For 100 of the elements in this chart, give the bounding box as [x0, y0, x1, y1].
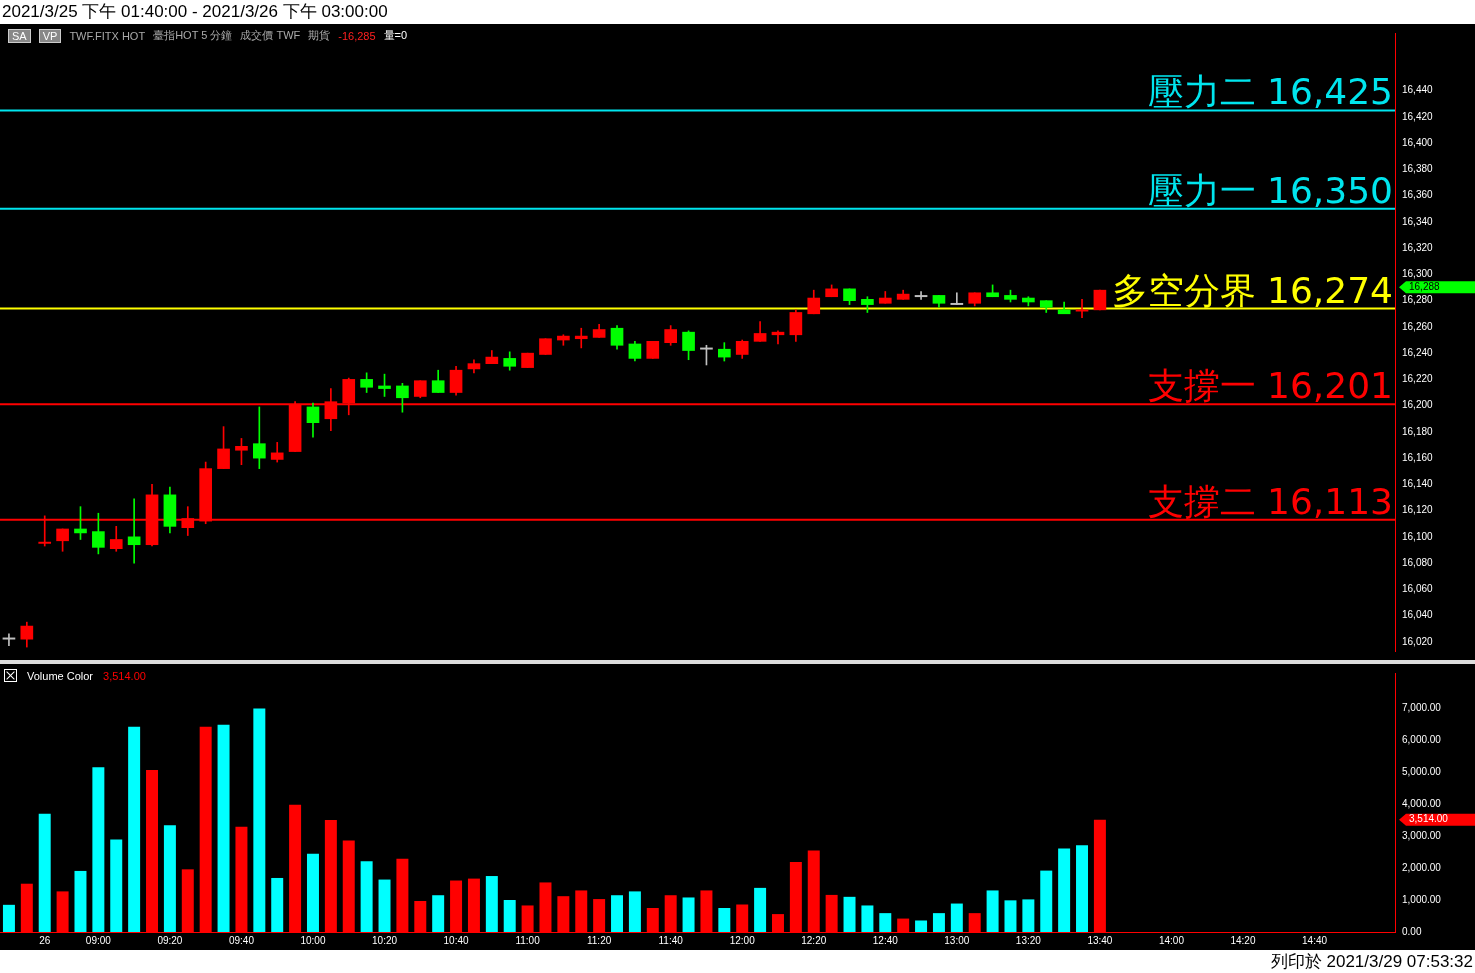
- y-tick-label: 16,140: [1402, 478, 1434, 490]
- x-tick-label: 13:40: [1087, 934, 1113, 946]
- x-tick-label: 11:20: [586, 934, 612, 946]
- bar: [950, 903, 963, 932]
- annotation: 成交價 TWF: [240, 28, 301, 43]
- y-tick-label: 16,380: [1402, 163, 1434, 175]
- bar: [682, 897, 695, 932]
- y-tick-label: 2,000.00: [1402, 861, 1442, 873]
- text: 16,288: [1409, 280, 1441, 292]
- y-tick-label: 16,020: [1402, 635, 1434, 647]
- bar: [718, 908, 731, 932]
- bar: [1058, 848, 1071, 932]
- y-tick-label: 16,160: [1402, 451, 1434, 463]
- y-tick-label: 16,240: [1402, 346, 1434, 358]
- y-tick-label: 16,440: [1402, 84, 1434, 96]
- bar: [271, 877, 284, 932]
- x-tick-label: 13:00: [944, 934, 970, 946]
- y-tick-label: 16,080: [1402, 556, 1434, 568]
- bar: [843, 896, 856, 932]
- bar: [503, 900, 516, 932]
- x-tick-label: 26: [39, 934, 51, 946]
- x-tick-label: 10:40: [443, 934, 469, 946]
- y-tick-label: 0.00: [1402, 925, 1422, 937]
- bar: [1076, 845, 1089, 932]
- candlestick: [574, 327, 588, 349]
- chart-title: 2021/3/25 下午 01:40:00 - 2021/3/26 下午 03:00:00: [0, 0, 1475, 24]
- ref-line-label: 支撐一 16,201: [1147, 365, 1393, 407]
- y-tick-label: 16,360: [1402, 189, 1434, 201]
- bar: [360, 861, 373, 932]
- ref-line-label: 壓力二 16,425: [1147, 71, 1393, 113]
- y-tick-label: 3,000.00: [1402, 829, 1442, 841]
- bar: [628, 891, 641, 932]
- bar: [1040, 870, 1053, 932]
- bar: [432, 895, 445, 932]
- annotation: 3,514.00: [103, 669, 146, 682]
- annotation: TWF.FITX HOT: [69, 29, 146, 42]
- bar: [754, 887, 767, 932]
- y-tick-label: 16,260: [1402, 320, 1434, 332]
- y-tick-label: 16,320: [1402, 241, 1434, 253]
- x-tick-label: 11:00: [515, 934, 541, 946]
- x-tick-label: 09:00: [85, 934, 112, 946]
- bar: [128, 726, 141, 932]
- bar: [92, 767, 105, 932]
- bar: [74, 870, 87, 932]
- bar: [2, 904, 15, 932]
- text: 列印於 2021/3/29 07:53:32: [1270, 951, 1473, 973]
- bar: [879, 913, 892, 932]
- y-tick-label: 16,340: [1402, 215, 1434, 227]
- y-tick-label: 16,100: [1402, 530, 1434, 542]
- y-tick-label: 16,040: [1402, 609, 1434, 621]
- y-tick-label: 16,060: [1402, 583, 1434, 595]
- bar: [1022, 899, 1035, 932]
- x-tick-label: 10:00: [300, 934, 326, 946]
- bar: [253, 708, 266, 932]
- x-tick-label: 14:20: [1230, 934, 1256, 946]
- x-tick-label: 11:40: [658, 934, 684, 946]
- x-tick-label: 09:20: [157, 934, 183, 946]
- x-tick-label: 10:20: [372, 934, 398, 946]
- candlestick: [253, 406, 266, 469]
- annotation: 臺指HOT 5 分鐘: [153, 28, 233, 43]
- y-tick-label: 4,000.00: [1402, 797, 1442, 809]
- annotation: 量=0: [383, 28, 408, 43]
- bar: [485, 876, 498, 932]
- y-tick-label: 5,000.00: [1402, 765, 1442, 777]
- y-tick-label: 16,180: [1402, 425, 1434, 437]
- bar: [217, 724, 230, 932]
- bar: [110, 839, 123, 932]
- ref-line-label: 支撐二 16,113: [1147, 480, 1393, 522]
- y-tick-label: 16,220: [1402, 373, 1434, 385]
- y-tick-label: 16,120: [1402, 504, 1434, 516]
- bar: [38, 813, 51, 932]
- candlestick: [950, 292, 964, 305]
- bar: [1004, 900, 1017, 932]
- y-tick-label: 16,300: [1402, 268, 1434, 280]
- x-tick-label: 13:20: [1015, 934, 1042, 946]
- x-tick-label: 12:20: [801, 934, 827, 946]
- x-tick-label: 14:00: [1158, 934, 1185, 946]
- y-tick-label: 16,420: [1402, 110, 1434, 122]
- bar: [378, 879, 391, 932]
- y-tick-label: 6,000.00: [1402, 733, 1442, 745]
- annotation: SA: [8, 28, 31, 43]
- y-tick-label: 7,000.00: [1402, 701, 1442, 713]
- y-tick-label: 16,280: [1402, 294, 1434, 306]
- bar: [611, 895, 624, 932]
- y-tick-label: 16,200: [1402, 399, 1434, 411]
- bar: [861, 905, 874, 932]
- chart-title: Volume Color: [27, 669, 94, 682]
- bar: [306, 853, 319, 932]
- bar: [915, 920, 928, 932]
- annotation: -16,285: [338, 29, 376, 42]
- x-tick-label: 12:40: [872, 934, 899, 946]
- annotation: 期貨: [308, 28, 331, 43]
- x-tick-label: 12:00: [729, 934, 756, 946]
- y-tick-label: 16,400: [1402, 136, 1434, 148]
- bar: [986, 890, 999, 932]
- bar: [932, 913, 945, 932]
- x-tick-label: 14:40: [1302, 934, 1328, 946]
- y-tick-label: 1,000.00: [1402, 893, 1442, 905]
- ref-line-label: 壓力一 16,350: [1147, 169, 1393, 211]
- bar: [163, 825, 176, 932]
